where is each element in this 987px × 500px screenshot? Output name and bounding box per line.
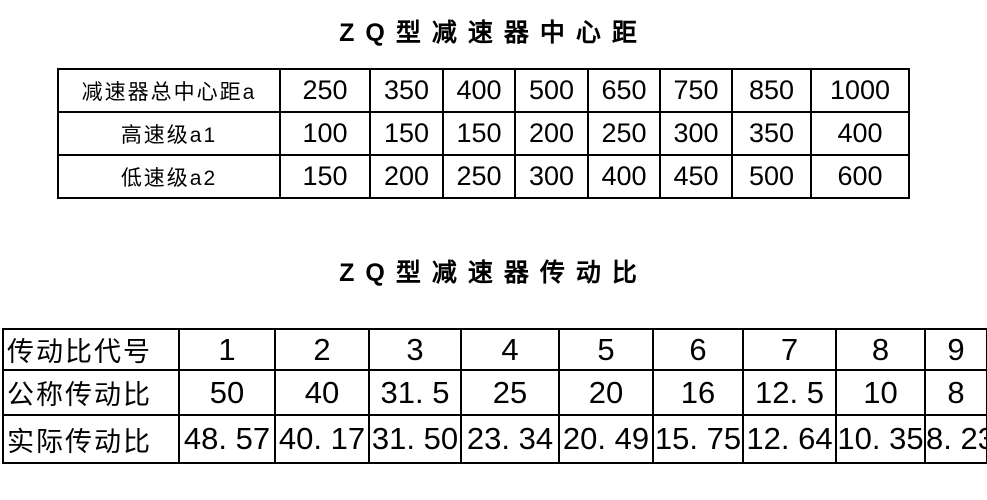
value-cell: 16 (652, 369, 744, 416)
value-cell: 5 (558, 328, 654, 371)
row-label-cell: 实际传动比 (2, 414, 180, 464)
value-cell: 25 (460, 369, 560, 416)
value-cell: 15. 75 (652, 414, 744, 464)
value-cell: 23. 34 (460, 414, 560, 464)
value-cell: 400 (442, 68, 516, 113)
value-cell: 4 (460, 328, 560, 371)
value-cell: 10 (835, 369, 926, 416)
value-cell: 20 (558, 369, 654, 416)
row-label-cell: 传动比代号 (2, 328, 180, 371)
value-cell: 20. 49 (558, 414, 654, 464)
value-cell: 400 (810, 111, 910, 156)
value-cell: 40. 17 (274, 414, 370, 464)
value-cell: 1000 (810, 68, 910, 113)
value-cell: 450 (659, 154, 733, 199)
value-cell: 300 (659, 111, 733, 156)
value-cell: 750 (659, 68, 733, 113)
table-row: 传动比代号 1 2 3 4 5 6 7 8 9 (2, 328, 987, 371)
value-cell: 8 (835, 328, 926, 371)
value-cell: 300 (514, 154, 589, 199)
value-cell: 250 (442, 154, 516, 199)
value-cell: 50 (178, 369, 276, 416)
value-cell: 3 (368, 328, 462, 371)
value-cell: 200 (369, 154, 444, 199)
value-cell: 350 (731, 111, 812, 156)
value-cell: 250 (279, 68, 371, 113)
row-label-cell: 低速级a2 (57, 154, 281, 199)
value-cell: 150 (369, 111, 444, 156)
row-label-cell: 减速器总中心距a (57, 68, 281, 113)
row-label-cell: 公称传动比 (2, 369, 180, 416)
table-row: 低速级a2 150 200 250 300 400 450 500 600 (57, 154, 910, 199)
value-cell: 350 (369, 68, 444, 113)
value-cell: 150 (279, 154, 371, 199)
value-cell: 6 (652, 328, 744, 371)
center-distance-table: 减速器总中心距a 250 350 400 500 650 750 850 100… (57, 68, 910, 199)
value-cell: 1 (178, 328, 276, 371)
value-cell: 8 (924, 369, 987, 416)
table-row: 公称传动比 50 40 31. 5 25 20 16 12. 5 10 8 (2, 369, 987, 416)
center-distance-table-title: ZQ型减速器中心距 (339, 19, 648, 47)
value-cell: 48. 57 (178, 414, 276, 464)
transmission-ratio-table: 传动比代号 1 2 3 4 5 6 7 8 9 公称传动比 50 40 31. … (2, 328, 987, 464)
value-cell: 12. 64 (742, 414, 837, 464)
row-label-cell: 高速级a1 (57, 111, 281, 156)
value-cell: 40 (274, 369, 370, 416)
value-cell: 500 (731, 154, 812, 199)
value-cell: 600 (810, 154, 910, 199)
value-cell: 250 (587, 111, 661, 156)
value-cell: 650 (587, 68, 661, 113)
value-cell: 9 (924, 328, 987, 371)
value-cell: 8. 23 (924, 414, 987, 464)
value-cell: 200 (514, 111, 589, 156)
value-cell: 150 (442, 111, 516, 156)
table-row: 实际传动比 48. 57 40. 17 31. 50 23. 34 20. 49… (2, 414, 987, 464)
table-row: 减速器总中心距a 250 350 400 500 650 750 850 100… (57, 68, 910, 113)
value-cell: 850 (731, 68, 812, 113)
value-cell: 12. 5 (742, 369, 837, 416)
value-cell: 31. 50 (368, 414, 462, 464)
value-cell: 400 (587, 154, 661, 199)
value-cell: 500 (514, 68, 589, 113)
value-cell: 100 (279, 111, 371, 156)
table-row: 高速级a1 100 150 150 200 250 300 350 400 (57, 111, 910, 156)
value-cell: 2 (274, 328, 370, 371)
transmission-ratio-table-title: ZQ型减速器传动比 (339, 259, 648, 287)
value-cell: 7 (742, 328, 837, 371)
value-cell: 10. 35 (835, 414, 926, 464)
value-cell: 31. 5 (368, 369, 462, 416)
